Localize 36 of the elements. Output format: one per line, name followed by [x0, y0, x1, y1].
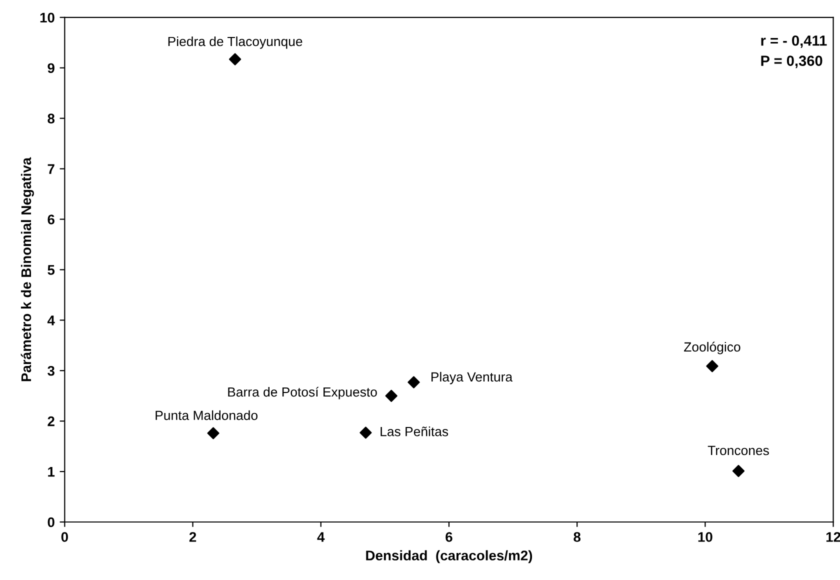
y-tick-label: 5 — [48, 265, 55, 275]
x-tick-label: 6 — [446, 532, 452, 542]
annotation: r = - 0,411 — [761, 35, 827, 48]
x-axis-title: Densidad (caracoles/m2) — [366, 550, 532, 564]
y-tick-label: 0 — [48, 517, 54, 528]
y-tick-label: 10 — [40, 12, 54, 23]
y-axis-title: Parámetro k de Binomial Negativa — [20, 157, 34, 382]
annotation: Zoológico — [684, 342, 740, 354]
annotation: Playa Ventura — [432, 372, 513, 384]
y-tick-label: 8 — [48, 114, 55, 124]
y-tick-label: 3 — [48, 366, 54, 376]
x-tick-label: 2 — [189, 532, 196, 542]
annotation: Piedra de Tlacoyunque — [168, 36, 302, 49]
annotation: P = 0,360 — [761, 56, 822, 68]
annotation: Punta Maldonado — [156, 410, 258, 420]
x-tick-label: 0 — [61, 532, 68, 542]
y-tick-label: 6 — [48, 214, 54, 224]
point — [228, 53, 242, 66]
y-tick-label: 2 — [48, 416, 54, 426]
y-tick-label: 7 — [48, 164, 54, 174]
point — [706, 360, 718, 372]
y-tick-label: 9 — [48, 63, 54, 74]
point — [360, 426, 372, 439]
y-tick-label: 4 — [47, 316, 55, 326]
x-tick-label: 4 — [317, 532, 325, 542]
point — [732, 464, 745, 478]
x-tick-label: 12 — [826, 532, 840, 542]
annotation: Barra de Potosí Expuesto — [228, 386, 377, 400]
y-tick-label: 1 — [48, 467, 55, 477]
point — [207, 427, 220, 440]
annotation: Las Peñitas — [380, 426, 448, 436]
point — [408, 376, 420, 388]
point — [385, 390, 398, 402]
x-tick-label: 10 — [698, 532, 712, 542]
x-tick-label: 8 — [574, 532, 581, 542]
annotation: Troncones — [708, 446, 769, 456]
